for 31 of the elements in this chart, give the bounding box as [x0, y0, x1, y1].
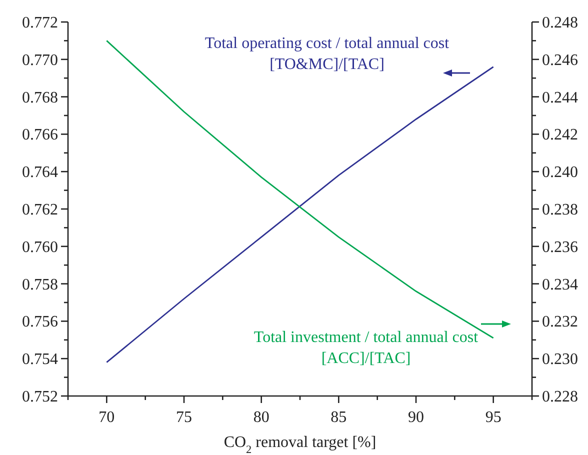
y2-tick-label: 0.234 — [542, 276, 578, 294]
y2-tick-label: 0.248 — [542, 14, 578, 32]
y-tick-label: 0.768 — [22, 89, 58, 106]
y-tick-label: 0.762 — [22, 202, 58, 218]
x-tick-label: 85 — [330, 409, 347, 426]
y-tick-label: 0.764 — [22, 164, 58, 182]
y2-tick-label: 0.236 — [542, 238, 578, 256]
y-tick-label: 0.772 — [22, 14, 58, 32]
y-tick-label: 0.758 — [22, 276, 58, 294]
annotation: Total investment / total annual cost [ACC]/[TAC] — [254, 329, 479, 367]
x-tick-label: 80 — [253, 409, 270, 426]
y-tick-label: 0.760 — [22, 238, 58, 256]
y-tick-label: 0.754 — [22, 351, 58, 368]
y2-tick-label: 0.242 — [542, 126, 578, 144]
x-tick-label: 70 — [98, 409, 115, 426]
y2-tick-label: 0.246 — [542, 52, 578, 69]
y2-tick-label: 0.240 — [542, 164, 578, 182]
y2-tick-label: 0.232 — [542, 314, 578, 331]
y-tick-label: 0.766 — [22, 126, 58, 144]
x-tick-label: 75 — [176, 409, 192, 426]
y2-tick-label: 0.228 — [542, 388, 578, 406]
y-tick-label: 0.756 — [22, 314, 58, 331]
x-tick-label: 90 — [408, 409, 424, 426]
x-axis-title: CO$_{2}$ removal target [%] — [224, 434, 376, 455]
y-tick-label: 0.752 — [22, 388, 58, 406]
y2-tick-label: 0.230 — [542, 351, 578, 368]
y2-tick-label: 0.238 — [542, 202, 578, 218]
y2-tick-label: 0.244 — [542, 89, 578, 106]
y-tick-label: 0.770 — [22, 52, 58, 69]
annotation: Total operating cost / total annual cost [TO&MC]/[TAC] — [204, 35, 450, 73]
x-tick-label: 95 — [485, 409, 502, 426]
